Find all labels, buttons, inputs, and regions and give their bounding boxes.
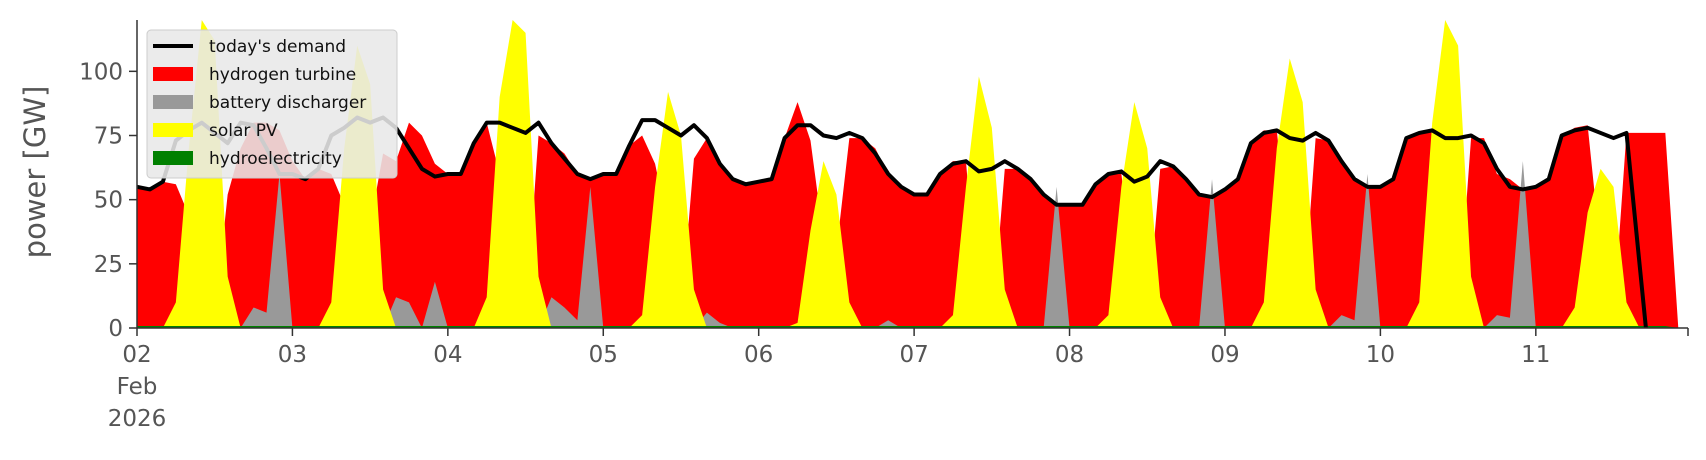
x-tick-sublabel: 2026 [108,406,167,432]
y-tick-label: 75 [94,124,123,150]
legend-swatch-battery-discharger [153,95,193,109]
x-tick-label: 10 [1366,342,1395,368]
x-tick-label: 08 [1055,342,1084,368]
legend-label-battery-discharger: battery discharger [209,93,366,113]
axes: 0 25 50 75 100 02 Feb 2026 03 04 05 06 07 08 09 10 11 [79,20,1689,432]
x-tick-label: 03 [278,342,307,368]
legend-label-today-s-demand: today's demand [209,37,346,57]
legend-swatch-hydroelectricity [153,151,193,165]
y-tick-label: 100 [79,59,123,85]
x-tick-label: 04 [433,342,462,368]
x-tick-sublabel: Feb [117,374,158,400]
x-tick-label: 02 [122,342,151,368]
x-tick-label: 07 [899,342,928,368]
legend-label-hydrogen-turbine: hydrogen turbine [209,65,356,85]
legend-swatch-hydrogen-turbine [153,67,193,81]
legend-label-solar-pv: solar PV [209,121,278,141]
y-axis-title: power [GW] [18,86,52,259]
area-solar-pv [137,20,1679,328]
x-tick-label: 11 [1521,342,1550,368]
legend-label-hydroelectricity: hydroelectricity [209,149,342,169]
legend: today's demand hydrogen turbine battery di… [146,29,398,179]
plot-area [137,20,1679,328]
x-tick-label: 05 [589,342,618,368]
x-tick-label: 06 [744,342,773,368]
y-tick-label: 0 [108,316,123,342]
x-tick-label: 09 [1210,342,1239,368]
y-tick-label: 50 [94,188,123,214]
legend-frame [146,29,398,179]
area-battery-discharger [137,161,1679,328]
legend-swatch-solar-pv [153,123,193,137]
y-tick-label: 25 [94,252,123,278]
